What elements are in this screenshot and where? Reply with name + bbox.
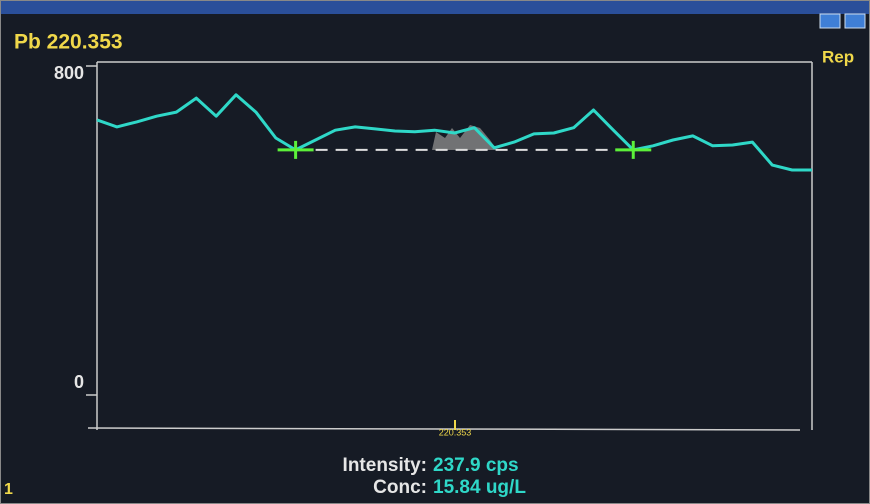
conc-value: 15.84 ug/L — [433, 477, 526, 498]
element-title: Pb 220.353 — [14, 31, 123, 54]
rep-label: Rep — [822, 47, 854, 66]
conc-label: Conc: — [373, 477, 427, 498]
minimize-button[interactable] — [820, 14, 840, 28]
maximize-button[interactable] — [845, 14, 865, 28]
y-tick-label: 0 — [74, 372, 84, 392]
title-bar — [0, 0, 870, 14]
spectrum-window: Pb 220.353 Rep 1 220.353 Intensity: 237.… — [0, 0, 870, 504]
y-tick-label: 800 — [54, 63, 84, 83]
intensity-value: 237.9 cps — [433, 455, 519, 476]
intensity-label: Intensity: — [343, 455, 427, 476]
x-center-label: 220.353 — [439, 427, 472, 437]
replicate-number: 1 — [4, 481, 13, 498]
